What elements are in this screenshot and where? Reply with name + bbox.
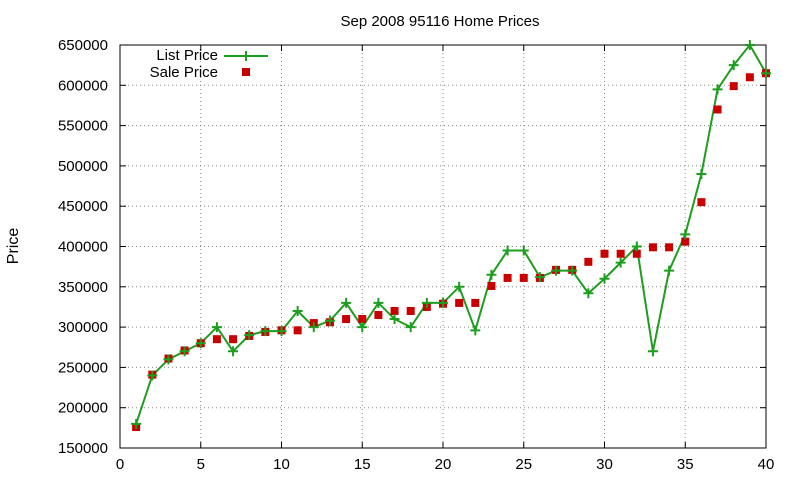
x-tick-label: 10 xyxy=(273,456,290,473)
list-price-line xyxy=(135,44,767,425)
list-price-point xyxy=(470,325,481,336)
list-price-point xyxy=(211,322,222,333)
list-price-point xyxy=(228,346,239,357)
sale-price-point xyxy=(358,315,367,324)
list-price-point xyxy=(389,314,400,325)
chart-title: Sep 2008 95116 Home Prices xyxy=(340,13,539,30)
sale-price-point xyxy=(745,73,754,82)
sale-price-point xyxy=(390,306,399,315)
y-axis-label: Price xyxy=(5,228,22,265)
sale-price-point xyxy=(648,243,657,252)
legend-label-sale-price: Sale Price xyxy=(150,64,218,81)
x-tick-label: 0 xyxy=(116,456,124,473)
list-price-point xyxy=(680,229,691,240)
sale-price-point xyxy=(681,237,690,246)
list-price-point xyxy=(292,305,303,316)
list-price-point xyxy=(341,297,352,308)
legend-label-list-price: List Price xyxy=(156,47,218,64)
list-price-point xyxy=(260,326,271,337)
list-price-point xyxy=(534,272,545,283)
list-price-point xyxy=(551,265,562,276)
sale-price-point xyxy=(632,249,641,258)
sale-price-point xyxy=(487,281,496,290)
list-price-point xyxy=(131,418,142,429)
sale-price-point xyxy=(713,105,722,114)
list-price-point xyxy=(421,297,432,308)
sale-price-point xyxy=(471,298,480,307)
list-price-point xyxy=(728,60,739,71)
y-tick-label: 250000 xyxy=(58,359,108,376)
sale-price-point xyxy=(229,335,238,344)
sale-price-point xyxy=(519,273,528,282)
list-price-point xyxy=(631,241,642,252)
list-price-point xyxy=(147,370,158,381)
list-price-point xyxy=(744,40,755,50)
y-tick-label: 550000 xyxy=(58,118,108,135)
y-tick-label: 600000 xyxy=(58,77,108,94)
x-tick-label: 30 xyxy=(596,456,613,473)
x-tick-label: 15 xyxy=(354,456,371,473)
y-tick-label: 350000 xyxy=(58,279,108,296)
sale-price-point xyxy=(729,82,738,91)
y-tick-label: 450000 xyxy=(58,198,108,215)
list-price-point xyxy=(696,168,707,179)
list-price-point xyxy=(712,84,723,95)
x-tick-label: 40 xyxy=(758,456,775,473)
list-price-point xyxy=(486,269,497,280)
list-price-point xyxy=(454,281,465,292)
sale-price-point xyxy=(293,326,302,335)
sale-price-point xyxy=(212,335,221,344)
sale-price-point xyxy=(616,249,625,258)
list-price-point xyxy=(324,315,335,326)
sale-price-point xyxy=(374,311,383,320)
list-price-point xyxy=(179,346,190,357)
list-price-point xyxy=(647,346,658,357)
y-tick-label: 150000 xyxy=(58,440,108,457)
x-tick-label: 25 xyxy=(515,456,532,473)
list-price-point xyxy=(357,322,368,333)
list-price-point xyxy=(308,322,319,333)
sale-price-point xyxy=(584,257,593,266)
list-price-point xyxy=(599,273,610,284)
list-price-point xyxy=(405,322,416,333)
tick-labels: 0 5 10 15 20 25 30 35 40 150000 200000 250000 300000… xyxy=(58,37,774,473)
series-layer xyxy=(131,40,771,432)
sale-price-point xyxy=(503,273,512,282)
list-price-point xyxy=(583,288,594,299)
sale-price-point xyxy=(406,306,415,315)
legend-marker-sale-price xyxy=(242,68,250,76)
sale-price-point xyxy=(697,198,706,207)
list-price-point xyxy=(567,265,578,276)
sale-price-point xyxy=(600,249,609,258)
sale-price-point xyxy=(342,315,351,324)
x-tick-label: 35 xyxy=(677,456,694,473)
y-tick-label: 650000 xyxy=(58,37,108,54)
list-price-point xyxy=(276,326,287,337)
y-tick-label: 300000 xyxy=(58,319,108,336)
list-price-point xyxy=(664,265,675,276)
list-price-point xyxy=(438,297,448,308)
sale-price-point xyxy=(665,243,674,252)
list-price-point xyxy=(195,338,206,349)
y-tick-label: 400000 xyxy=(58,239,108,256)
list-price-point xyxy=(615,257,626,268)
list-price-point xyxy=(761,68,771,79)
sale-price-point xyxy=(455,298,464,307)
x-tick-label: 20 xyxy=(435,456,452,473)
legend: List Price Sale Price xyxy=(150,47,268,81)
y-tick-label: 500000 xyxy=(58,158,108,175)
axis-ticks xyxy=(119,44,767,449)
list-price-point xyxy=(163,354,174,365)
legend-marker-list-price xyxy=(241,51,251,61)
list-price-point xyxy=(244,330,255,341)
list-price-point xyxy=(373,297,384,308)
list-price-point xyxy=(502,245,513,256)
x-tick-label: 5 xyxy=(197,456,205,473)
list-price-point xyxy=(518,245,529,256)
y-tick-label: 200000 xyxy=(58,400,108,417)
